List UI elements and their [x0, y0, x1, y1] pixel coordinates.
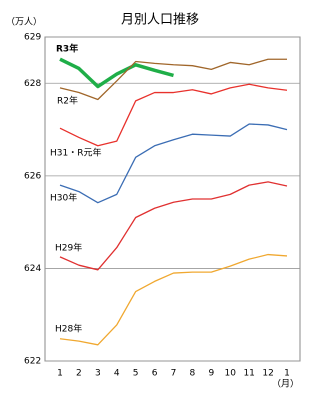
x-tick-label: 7	[171, 369, 177, 379]
x-tick-label: 11	[243, 369, 254, 379]
chart-title: 月別人口推移	[121, 13, 199, 28]
series-line	[59, 83, 288, 147]
x-tick-label: 6	[152, 369, 158, 379]
series-line	[59, 253, 288, 346]
plot-frame	[44, 36, 301, 362]
y-tick-label: 624	[24, 264, 41, 274]
series-line	[59, 57, 174, 89]
y-tick-label: 626	[24, 171, 41, 181]
series-label: H31・R元年	[50, 147, 101, 159]
x-unit: （月）	[272, 379, 299, 390]
series-label: R2年	[57, 95, 78, 107]
series-line	[59, 58, 287, 101]
x-tick-label: 3	[95, 369, 101, 379]
x-tick-label: 1	[57, 369, 63, 379]
x-tick-label: 10	[225, 369, 237, 379]
series-label: H29年	[55, 242, 82, 254]
y-tick-label: 628	[24, 79, 41, 89]
x-tick-label: 1	[284, 369, 290, 379]
series-line	[59, 123, 288, 204]
series-label: R3年	[56, 43, 78, 55]
x-tick-label: 12	[262, 369, 273, 379]
x-tick-label: 5	[133, 369, 139, 379]
series-line	[59, 181, 288, 271]
y-tick-label: 629	[24, 33, 41, 43]
x-tick-label: 8	[190, 369, 196, 379]
y-tick-label: 622	[24, 357, 41, 367]
series-label: H30年	[50, 192, 77, 204]
x-tick-label: 9	[208, 369, 214, 379]
x-tick-label: 2	[76, 369, 82, 379]
y-unit: （万人）	[6, 17, 42, 28]
series-label: H28年	[55, 323, 82, 335]
x-tick-label: 4	[114, 369, 120, 379]
